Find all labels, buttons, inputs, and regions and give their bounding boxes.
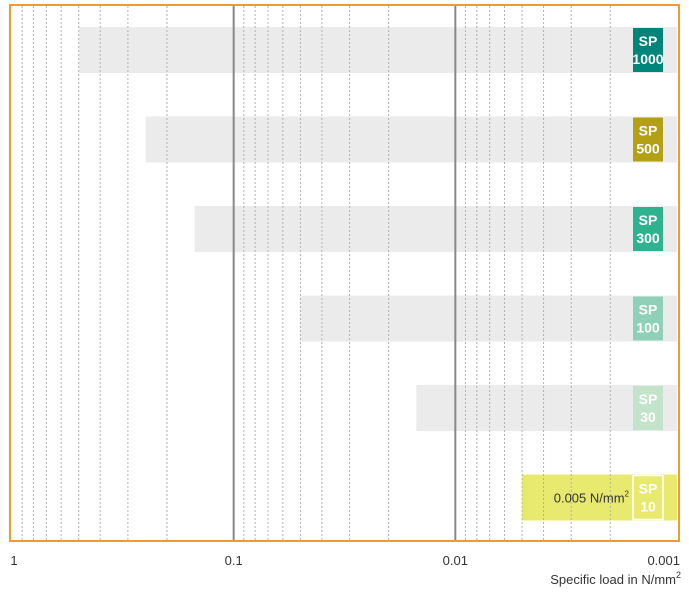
badges-layer: SP 1000 SP 500 SP 300 SP 100 SP 30 SP 10 0.005 N/mm2 [554, 28, 664, 521]
ticks-layer: 1 0.1 0.01 0.001 [10, 553, 680, 568]
series-badge-1000 [633, 28, 663, 72]
x-tick-label: 0.01 [443, 553, 468, 568]
series-label-500: SP 500 [636, 123, 660, 157]
x-tick-label: 0.1 [225, 553, 243, 568]
load-range-bar-100 [300, 295, 677, 342]
series-label-30: SP 30 [639, 391, 658, 425]
series-badge-100 [633, 296, 663, 341]
x-axis-title: Specific load in N/mm2 [550, 570, 681, 587]
series-badge-300 [633, 207, 663, 251]
series-label-1000: SP 1000 [632, 33, 663, 67]
bars-layer [78, 27, 677, 521]
threshold-annotation: 0.005 N/mm2 [554, 490, 630, 506]
series-badge-500 [633, 117, 663, 162]
load-range-bar-1000 [78, 27, 677, 73]
series-label-10: SP 10 [639, 481, 658, 515]
x-tick-label: 0.001 [647, 553, 680, 568]
load-range-bar-500 [145, 116, 677, 163]
series-label-300: SP 300 [636, 212, 660, 246]
x-tick-label: 1 [10, 553, 17, 568]
plot-frame [9, 4, 680, 542]
series-badge-30 [633, 386, 663, 430]
grid-layer [21, 6, 611, 540]
series-label-100: SP 100 [636, 302, 660, 336]
load-range-bar-300 [194, 206, 677, 252]
series-badge-10 [632, 474, 664, 521]
